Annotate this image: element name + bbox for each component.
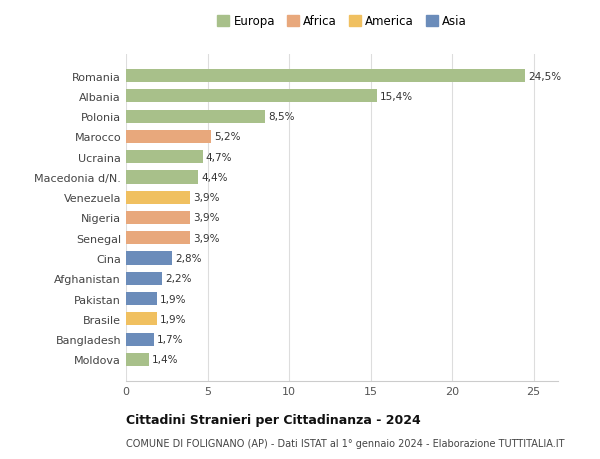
Text: COMUNE DI FOLIGNANO (AP) - Dati ISTAT al 1° gennaio 2024 - Elaborazione TUTTITAL: COMUNE DI FOLIGNANO (AP) - Dati ISTAT al… (126, 438, 565, 448)
Text: 3,9%: 3,9% (193, 213, 220, 223)
Bar (126, 313, 157, 326)
Legend: Europa, Africa, America, Asia: Europa, Africa, America, Asia (217, 15, 467, 28)
Bar (126, 212, 190, 224)
Text: 1,9%: 1,9% (160, 314, 187, 324)
Bar (126, 272, 162, 285)
Text: 2,2%: 2,2% (165, 274, 191, 284)
Text: 5,2%: 5,2% (214, 132, 241, 142)
Text: 3,9%: 3,9% (193, 193, 220, 203)
Text: 2,8%: 2,8% (175, 253, 202, 263)
Bar (126, 191, 190, 204)
Bar (126, 130, 211, 144)
Bar (126, 70, 526, 83)
Bar (126, 232, 190, 245)
Bar (126, 151, 203, 164)
Text: 1,7%: 1,7% (157, 334, 184, 344)
Bar (126, 171, 198, 184)
Text: 15,4%: 15,4% (380, 92, 413, 102)
Bar (126, 353, 149, 366)
Bar (126, 292, 157, 306)
Text: 8,5%: 8,5% (268, 112, 295, 122)
Text: 4,4%: 4,4% (201, 173, 227, 183)
Text: 4,7%: 4,7% (206, 152, 232, 162)
Bar (126, 333, 154, 346)
Text: 1,4%: 1,4% (152, 355, 179, 364)
Bar (126, 252, 172, 265)
Bar (126, 110, 265, 123)
Text: Cittadini Stranieri per Cittadinanza - 2024: Cittadini Stranieri per Cittadinanza - 2… (126, 413, 421, 426)
Text: 3,9%: 3,9% (193, 233, 220, 243)
Text: 24,5%: 24,5% (529, 72, 562, 81)
Text: 1,9%: 1,9% (160, 294, 187, 304)
Bar (126, 90, 377, 103)
